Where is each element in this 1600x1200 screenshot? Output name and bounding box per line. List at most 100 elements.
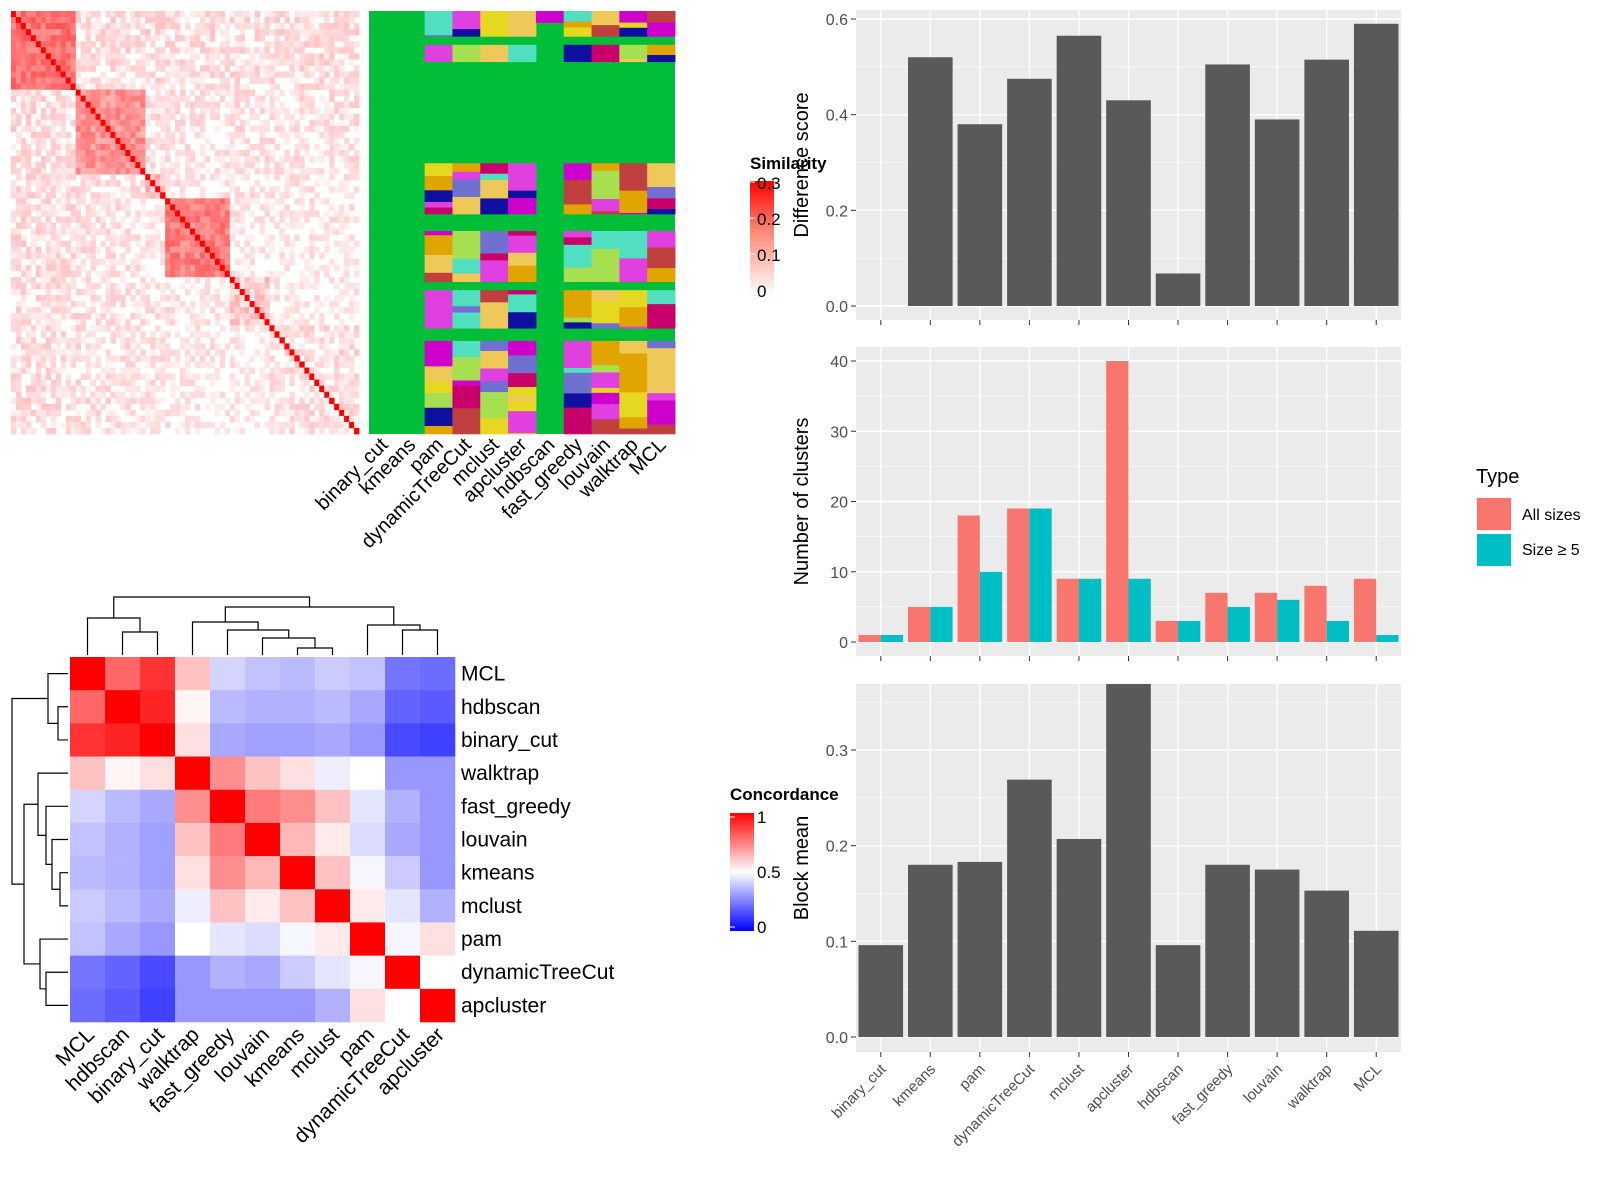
similarity-cell	[50, 180, 57, 187]
similarity-cell	[85, 367, 91, 374]
similarity-cell	[289, 47, 295, 54]
similarity-cell	[354, 288, 360, 296]
similarity-cell	[170, 113, 176, 121]
similarity-cell	[110, 162, 116, 169]
similarity-cell	[339, 149, 345, 157]
similarity-cell	[95, 131, 101, 139]
similarity-cell	[50, 337, 57, 344]
similarity-cell	[175, 17, 181, 24]
dendrogram-branch	[121, 631, 159, 655]
similarity-cell	[135, 186, 141, 193]
similarity-cell	[189, 77, 196, 84]
similarity-cell	[80, 77, 86, 84]
similarity-cell	[35, 313, 42, 320]
bar-all-sizes	[1254, 592, 1278, 642]
concordance-cell	[140, 756, 176, 791]
similarity-cell	[170, 11, 176, 18]
similarity-cell	[85, 41, 91, 48]
similarity-cell	[100, 216, 106, 223]
similarity-cell	[160, 397, 166, 405]
concordance-cell	[245, 922, 281, 956]
similarity-cell	[194, 288, 201, 296]
concordance-cell	[70, 756, 106, 791]
similarity-cell	[30, 11, 37, 18]
partition-cell	[647, 186, 676, 199]
similarity-cell	[120, 83, 126, 90]
similarity-cell	[334, 47, 340, 54]
similarity-cell	[80, 288, 86, 296]
concordance-cell	[420, 822, 456, 857]
similarity-cell	[239, 313, 246, 320]
partition-cell	[591, 211, 620, 215]
partition-cell	[508, 163, 537, 191]
similarity-cell	[65, 222, 72, 229]
similarity-cell	[354, 216, 360, 223]
similarity-cell	[100, 156, 106, 163]
similarity-cell	[269, 149, 275, 157]
similarity-cell	[35, 89, 42, 96]
similarity-cell	[194, 234, 201, 242]
similarity-cell	[95, 143, 101, 151]
similarity-cell	[209, 83, 216, 90]
similarity-cell	[75, 156, 81, 163]
similarity-cell	[344, 101, 350, 109]
similarity-cell	[150, 17, 156, 24]
similarity-cell	[75, 349, 81, 356]
similarity-cell	[199, 113, 206, 121]
similarity-cell	[239, 349, 246, 356]
similarity-cell	[339, 23, 345, 30]
similarity-cell	[30, 125, 37, 133]
similarity-cell	[180, 35, 186, 42]
similarity-cell	[269, 41, 275, 48]
similarity-cell	[165, 343, 171, 350]
similarity-cell	[30, 228, 37, 235]
similarity-cell	[110, 11, 116, 18]
similarity-cell	[334, 415, 340, 423]
similarity-cell	[125, 397, 131, 405]
similarity-cell	[214, 331, 221, 338]
similarity-cell	[75, 162, 81, 169]
partition-cell	[619, 417, 648, 429]
similarity-cell	[199, 186, 206, 193]
similarity-cell	[115, 421, 121, 429]
similarity-cell	[239, 89, 246, 96]
similarity-cell	[199, 313, 206, 320]
similarity-cell	[204, 331, 211, 338]
similarity-cell	[35, 23, 42, 30]
similarity-cell	[204, 11, 211, 18]
similarity-cell	[160, 415, 166, 423]
similarity-cell	[259, 125, 265, 133]
similarity-cell	[25, 29, 32, 36]
similarity-cell	[35, 131, 42, 139]
similarity-cell	[35, 307, 42, 314]
similarity-cell	[140, 313, 146, 320]
similarity-cell	[289, 180, 295, 187]
partition-cell	[508, 252, 537, 267]
similarity-cell	[309, 240, 315, 248]
similarity-cell	[194, 228, 201, 235]
concordance-cell	[70, 789, 106, 824]
similarity-cell	[105, 23, 111, 30]
similarity-cell	[160, 192, 166, 199]
similarity-cell	[229, 210, 236, 217]
similarity-cell	[175, 174, 181, 181]
similarity-cell	[199, 319, 206, 326]
similarity-cell	[80, 89, 86, 96]
similarity-cell	[60, 156, 67, 163]
similarity-cell	[125, 210, 131, 217]
similarity-cell	[110, 180, 116, 187]
similarity-cell	[20, 204, 27, 211]
similarity-cell	[115, 379, 121, 387]
similarity-cell	[274, 35, 280, 42]
similarity-cell	[135, 137, 141, 145]
similarity-cell	[264, 47, 270, 54]
similarity-cell	[15, 53, 22, 60]
similarity-cell	[55, 234, 62, 242]
similarity-cell	[185, 276, 191, 284]
similarity-cell	[209, 379, 216, 387]
similarity-cell	[339, 47, 345, 54]
similarity-cell	[45, 131, 52, 139]
similarity-cell	[45, 337, 52, 344]
similarity-cell	[289, 89, 295, 96]
similarity-cell	[85, 23, 91, 30]
